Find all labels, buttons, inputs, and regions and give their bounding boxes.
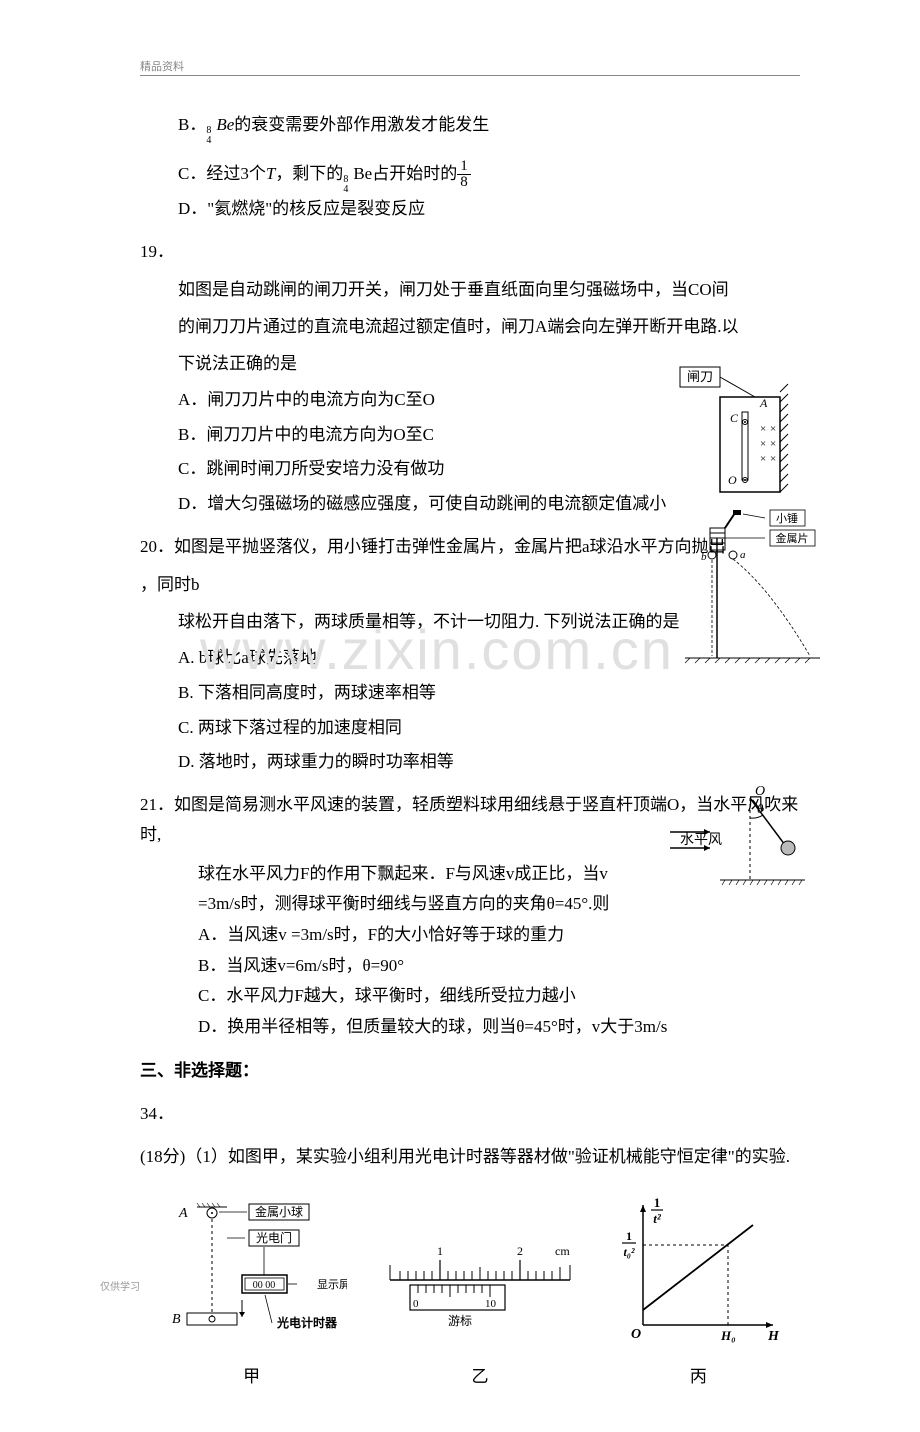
figure-yi-svg: 1 2 cm xyxy=(380,1235,580,1345)
q18-c-prefix: C．经过3个 xyxy=(178,164,266,183)
svg-text:×: × xyxy=(760,423,766,435)
q20-option-b: B. 下落相同高度时，两球速率相等 xyxy=(178,678,800,709)
svg-text:水平风: 水平风 xyxy=(680,832,722,848)
svg-text:H: H xyxy=(767,1329,780,1344)
q18-c-fraction: 18 xyxy=(457,159,471,190)
svg-text:0: 0 xyxy=(413,1298,419,1310)
q34-text: (18分)（1）如图甲，某实验小组利用光电计时器等器材做"验证机械能守恒定律"的… xyxy=(140,1138,800,1175)
svg-text:×: × xyxy=(770,453,776,465)
svg-text:游标: 游标 xyxy=(448,1314,472,1328)
figure-bing-svg: O 1 t² H H₀ 1 t₀² xyxy=(613,1195,783,1345)
figure-yi-caption: 乙 xyxy=(380,1362,580,1393)
q21-wind-diagram: O θ 水平风 xyxy=(660,780,810,900)
svg-text:×: × xyxy=(760,438,766,450)
svg-text:O: O xyxy=(755,784,765,799)
q19-circuit-diagram: 闸刀 A C O × × × × × × xyxy=(670,362,820,502)
svg-text:t₀²: t₀² xyxy=(624,1245,636,1259)
q18-option-d: D．"氦燃烧"的核反应是裂变反应 xyxy=(178,194,800,225)
q18-b-text: 的衰变需要外部作用激发才能发生 xyxy=(234,115,489,134)
svg-text:显示屏: 显示屏 xyxy=(317,1278,347,1291)
q20-projectile-diagram: 小锤 金属片 b a xyxy=(665,508,825,668)
svg-text:光电计时器: 光电计时器 xyxy=(276,1315,338,1330)
q19-stem1: 如图是自动跳闸的闸刀开关，闸刀处于垂直纸面向里匀强磁场中，当CO间 xyxy=(178,275,800,306)
svg-text:1: 1 xyxy=(654,1195,661,1210)
svg-text:O: O xyxy=(631,1327,641,1342)
wind-svg: O θ 水平风 xyxy=(660,780,810,900)
svg-text:金属片: 金属片 xyxy=(776,531,809,545)
svg-text:2: 2 xyxy=(517,1244,523,1258)
figure-yi: 1 2 cm xyxy=(380,1235,580,1392)
q19-number: 19． xyxy=(140,237,800,268)
q18-option-c: C．经过3个T，剩下的84Be占开始时的18 xyxy=(178,159,800,191)
content-area: B．84Be的衰变需要外部作用激发才能发生 C．经过3个T，剩下的84Be占开始… xyxy=(140,110,800,1392)
svg-text:H₀: H₀ xyxy=(720,1328,736,1343)
projectile-svg: 小锤 金属片 b a xyxy=(665,508,825,668)
q18-c-sub: 4 xyxy=(343,181,348,199)
svg-text:00 00: 00 00 xyxy=(252,1280,275,1291)
bottom-figures: A 金属小球 光电门 00 00 显示屏 xyxy=(140,1195,800,1392)
figure-jia-caption: 甲 xyxy=(157,1362,347,1393)
q21-option-b: B．当风速v=6m/s时，θ=90° xyxy=(198,951,800,982)
q34-number: 34． xyxy=(140,1099,800,1130)
footer-note: 仅供学习 xyxy=(100,1279,140,1297)
q18-c-be: Be xyxy=(353,164,372,183)
q20-option-c: C. 两球下落过程的加速度相同 xyxy=(178,713,800,744)
q21-option-a: A．当风速v =3m/s时，F的大小恰好等于球的重力 xyxy=(198,920,800,951)
q19-stem2: 的闸刀刀片通过的直流电流超过额定值时，闸刀A端会向左弹开断开电路.以 xyxy=(178,312,800,343)
svg-text:小锤: 小锤 xyxy=(776,511,798,525)
q18-b-prefix: B． xyxy=(178,115,206,134)
svg-text:b: b xyxy=(701,551,707,563)
q20-number: 20． xyxy=(140,537,174,556)
q18-c-frac-den: 8 xyxy=(457,175,471,190)
q18-c-mid: ，剩下的 xyxy=(275,164,343,183)
svg-text:a: a xyxy=(740,549,746,561)
q21-option-c: C．水平风力F越大，球平衡时，细线所受拉力越小 xyxy=(198,981,800,1012)
figure-jia: A 金属小球 光电门 00 00 显示屏 xyxy=(157,1195,347,1392)
svg-text:B: B xyxy=(172,1312,181,1327)
q21-number: 21． xyxy=(140,795,174,814)
section3-heading: 三、非选择题： xyxy=(140,1056,800,1087)
figure-bing-caption: 丙 xyxy=(613,1362,783,1393)
q18-c-text2: 占开始时的 xyxy=(372,164,457,183)
svg-text:1: 1 xyxy=(626,1229,632,1243)
svg-text:cm: cm xyxy=(555,1244,570,1258)
svg-text:金属小球: 金属小球 xyxy=(255,1204,303,1219)
q18-b-be: Be xyxy=(216,115,234,134)
header-line xyxy=(140,75,800,76)
svg-text:10: 10 xyxy=(485,1298,497,1310)
circuit-svg: 闸刀 A C O × × × × × × xyxy=(670,362,820,502)
svg-text:A: A xyxy=(759,396,768,410)
q18-option-b: B．84Be的衰变需要外部作用激发才能发生 xyxy=(178,110,800,141)
svg-text:×: × xyxy=(770,438,776,450)
svg-text:×: × xyxy=(760,453,766,465)
figure-bing: O 1 t² H H₀ 1 t₀² 丙 xyxy=(613,1195,783,1392)
svg-text:1: 1 xyxy=(437,1244,443,1258)
svg-text:C: C xyxy=(730,411,739,425)
svg-text:O: O xyxy=(728,473,737,487)
svg-text:×: × xyxy=(770,423,776,435)
svg-text:闸刀: 闸刀 xyxy=(687,369,713,384)
svg-text:t²: t² xyxy=(654,1211,663,1226)
q20-option-d: D. 落地时，两球重力的瞬时功率相等 xyxy=(178,747,800,778)
svg-text:A: A xyxy=(178,1206,188,1221)
q18-c-frac-num: 1 xyxy=(457,159,471,175)
q18-b-sub: 4 xyxy=(206,132,211,150)
svg-text:θ: θ xyxy=(757,801,764,816)
figure-jia-svg: A 金属小球 光电门 00 00 显示屏 xyxy=(157,1195,347,1345)
q20-stem1: 如图是平抛竖落仪，用小锤打击弹性金属片，金属片把a球沿水平方向抛出 xyxy=(174,537,726,556)
svg-text:光电门: 光电门 xyxy=(256,1230,292,1245)
q18-c-t: T xyxy=(266,164,275,183)
q21-option-d: D．换用半径相等，但质量较大的球，则当θ=45°时，v大于3m/s xyxy=(198,1012,800,1043)
